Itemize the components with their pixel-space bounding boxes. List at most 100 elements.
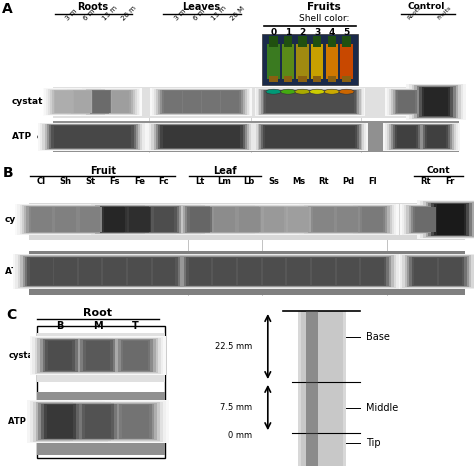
Bar xyxy=(183,91,201,113)
Bar xyxy=(66,204,114,235)
Bar xyxy=(113,254,165,289)
Bar xyxy=(332,257,364,286)
Bar xyxy=(122,405,149,438)
Bar xyxy=(72,256,109,287)
Bar xyxy=(52,90,76,114)
Bar xyxy=(253,255,295,287)
Text: 20 M: 20 M xyxy=(230,5,246,21)
Bar xyxy=(263,90,284,114)
Bar xyxy=(173,124,211,149)
Bar xyxy=(154,124,192,149)
Bar xyxy=(128,258,151,285)
Bar xyxy=(210,124,249,149)
Text: Rt: Rt xyxy=(420,177,431,186)
Bar xyxy=(196,125,226,148)
Bar xyxy=(181,205,219,234)
Bar xyxy=(28,207,54,232)
Bar xyxy=(212,207,237,232)
Bar xyxy=(287,89,318,115)
Bar xyxy=(86,89,118,114)
Bar xyxy=(346,203,399,236)
Bar xyxy=(389,89,424,115)
Bar xyxy=(295,91,310,113)
Bar xyxy=(39,203,91,236)
Bar xyxy=(326,204,370,235)
Bar xyxy=(423,201,474,238)
Bar xyxy=(61,123,105,150)
Bar xyxy=(99,123,143,150)
Bar xyxy=(261,125,286,148)
Bar xyxy=(174,203,226,236)
Bar xyxy=(255,205,293,234)
Bar xyxy=(307,257,339,286)
Bar xyxy=(13,253,70,289)
Bar xyxy=(57,122,109,151)
Bar xyxy=(190,207,210,232)
Bar xyxy=(194,124,228,149)
Bar xyxy=(409,206,443,233)
Circle shape xyxy=(310,89,325,94)
Bar xyxy=(81,88,123,116)
Bar xyxy=(89,125,115,148)
Bar xyxy=(300,255,347,288)
Bar xyxy=(109,90,133,114)
Bar xyxy=(328,88,365,116)
Bar xyxy=(187,123,235,150)
Bar xyxy=(298,88,336,116)
Bar xyxy=(196,89,226,114)
Bar xyxy=(71,401,125,442)
Bar xyxy=(285,257,312,285)
Bar xyxy=(310,257,337,285)
Bar xyxy=(105,401,166,442)
Bar xyxy=(324,255,372,288)
Bar xyxy=(73,90,93,113)
Bar xyxy=(252,204,296,235)
Bar xyxy=(201,204,248,235)
Bar xyxy=(277,255,320,287)
Bar xyxy=(391,89,422,114)
Bar xyxy=(287,124,318,149)
Bar xyxy=(55,207,76,232)
Bar xyxy=(125,206,154,233)
Bar xyxy=(100,206,129,233)
Bar xyxy=(427,126,446,148)
Bar xyxy=(121,340,150,371)
Bar xyxy=(333,206,363,233)
Text: 0: 0 xyxy=(271,28,276,37)
Bar xyxy=(404,204,447,235)
Bar xyxy=(73,206,107,233)
Bar xyxy=(208,123,252,150)
Bar xyxy=(45,88,83,115)
Bar xyxy=(40,339,80,373)
Bar xyxy=(298,36,307,47)
Bar xyxy=(235,206,264,233)
Bar xyxy=(145,205,183,234)
Bar xyxy=(82,88,121,115)
Bar xyxy=(305,125,329,148)
Text: Lb: Lb xyxy=(244,177,255,186)
Bar xyxy=(209,257,241,286)
Bar xyxy=(210,88,250,115)
Bar xyxy=(428,203,472,236)
Bar xyxy=(62,88,104,116)
Bar xyxy=(119,404,152,439)
Bar xyxy=(410,257,442,286)
Bar xyxy=(288,207,309,232)
Text: Fruits: Fruits xyxy=(307,1,341,12)
Bar xyxy=(257,206,291,233)
Bar xyxy=(142,204,186,235)
Text: Leaf: Leaf xyxy=(213,166,237,176)
Bar xyxy=(389,124,424,149)
Bar xyxy=(170,88,214,116)
Bar xyxy=(392,89,421,114)
Bar xyxy=(73,126,93,148)
Bar xyxy=(120,205,159,234)
Bar xyxy=(18,255,65,288)
Bar xyxy=(417,86,456,118)
Bar xyxy=(417,123,456,150)
Text: cystatin-: cystatin- xyxy=(12,97,57,106)
Text: Root: Root xyxy=(83,308,112,318)
Bar xyxy=(213,124,247,149)
Bar xyxy=(80,123,124,150)
Bar xyxy=(210,206,239,233)
